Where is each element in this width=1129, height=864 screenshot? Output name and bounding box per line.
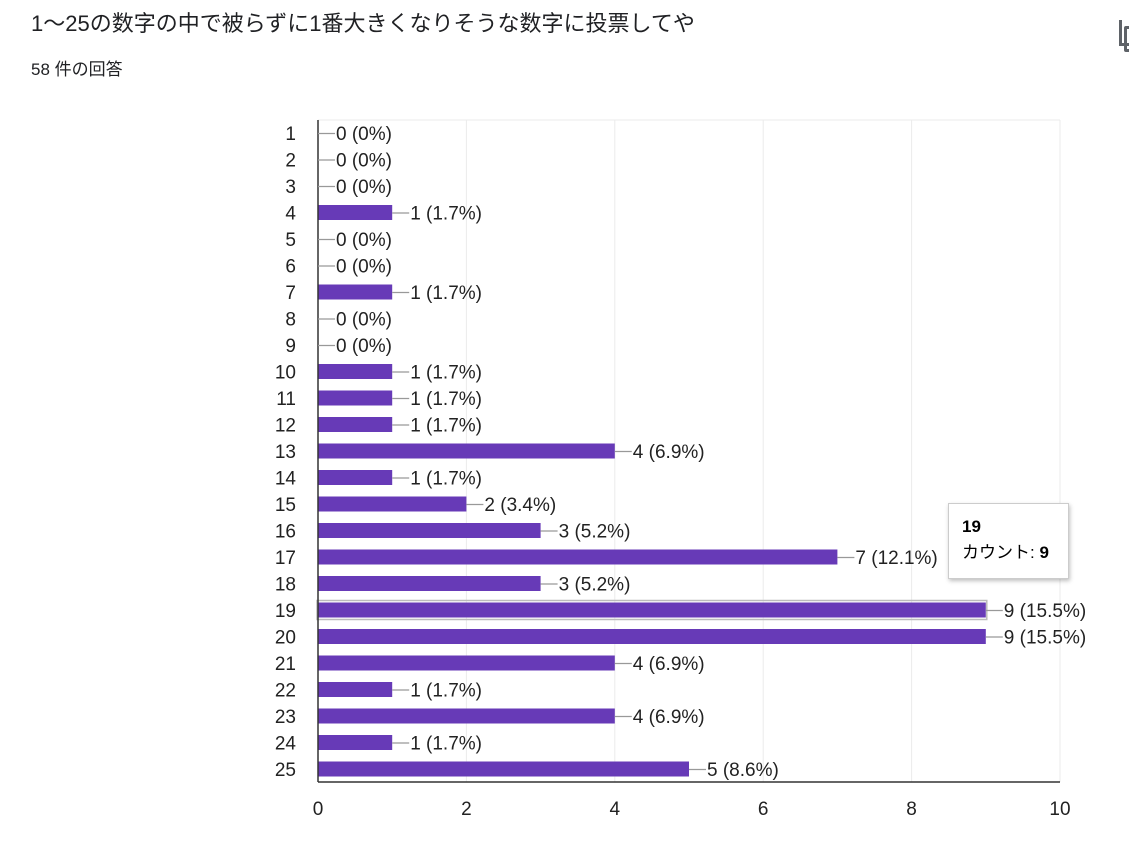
data-label-3: 0 (0%) <box>336 177 392 198</box>
category-label-25: 25 <box>275 760 296 781</box>
data-label-11: 1 (1.7%) <box>410 389 482 410</box>
data-label-16: 3 (5.2%) <box>559 522 631 543</box>
category-label-16: 16 <box>275 522 296 543</box>
bar-23 <box>318 708 615 724</box>
category-label-22: 22 <box>275 681 296 702</box>
category-label-11: 11 <box>276 389 296 410</box>
data-label-25: 5 (8.6%) <box>707 760 779 781</box>
bar-24 <box>318 735 393 750</box>
data-label-18: 3 (5.2%) <box>559 575 631 596</box>
data-label-22: 1 (1.7%) <box>410 681 482 702</box>
chart-axes <box>317 120 1060 783</box>
chart-tooltip: 19 カウント: 9 <box>948 503 1069 579</box>
category-label-1: 1 <box>285 124 296 145</box>
data-label-20: 9 (15.5%) <box>1004 628 1086 649</box>
chart-bars <box>316 205 988 777</box>
bar-16 <box>318 523 541 538</box>
bar-4 <box>318 205 393 220</box>
bar-14 <box>318 470 393 485</box>
category-label-6: 6 <box>285 257 296 278</box>
bar-21 <box>318 655 615 671</box>
category-label-13: 13 <box>275 442 296 463</box>
bar-10 <box>318 364 393 379</box>
tooltip-value: 9 <box>1039 543 1049 562</box>
category-label-14: 14 <box>275 469 297 490</box>
data-label-2: 0 (0%) <box>336 151 392 172</box>
bar-11 <box>318 390 393 406</box>
category-label-4: 4 <box>285 204 296 225</box>
bar-18 <box>318 576 541 591</box>
category-label-5: 5 <box>285 230 296 251</box>
data-label-12: 1 (1.7%) <box>410 416 482 437</box>
category-label-19: 19 <box>275 601 296 622</box>
category-label-23: 23 <box>275 707 296 728</box>
category-label-18: 18 <box>275 575 296 596</box>
data-label-23: 4 (6.9%) <box>633 707 705 728</box>
category-label-17: 17 <box>275 548 296 569</box>
x-tick-label: 0 <box>313 799 324 820</box>
data-label-21: 4 (6.9%) <box>633 654 705 675</box>
data-label-24: 1 (1.7%) <box>410 734 482 755</box>
data-label-8: 0 (0%) <box>336 310 392 331</box>
category-label-24: 24 <box>275 734 297 755</box>
tooltip-label: カウント: <box>962 543 1040 562</box>
x-tick-label: 4 <box>610 799 621 820</box>
data-label-13: 4 (6.9%) <box>633 442 705 463</box>
bar-7 <box>318 284 393 300</box>
bar-22 <box>318 682 393 697</box>
data-label-14: 1 (1.7%) <box>410 469 482 490</box>
response-count: 58 件の回答 <box>31 60 123 79</box>
category-label-9: 9 <box>285 336 296 357</box>
chart-grid <box>318 119 1061 782</box>
data-label-10: 1 (1.7%) <box>410 363 482 384</box>
data-label-19: 9 (15.5%) <box>1004 601 1086 622</box>
data-label-1: 0 (0%) <box>336 124 392 145</box>
x-tick-label: 6 <box>758 799 769 820</box>
bar-20 <box>318 629 986 644</box>
x-tick-label: 2 <box>461 799 472 820</box>
category-label-12: 12 <box>275 416 296 437</box>
bar-25 <box>318 761 689 777</box>
question-title: 1〜25の数字の中で被らずに1番大きくなりそうな数字に投票してや <box>31 11 695 36</box>
data-label-6: 0 (0%) <box>336 257 392 278</box>
tooltip-line: カウント: 9 <box>962 539 1068 567</box>
data-label-7: 1 (1.7%) <box>410 283 482 304</box>
category-label-7: 7 <box>285 283 296 304</box>
bar-15 <box>318 496 467 512</box>
data-label-15: 2 (3.4%) <box>484 495 556 516</box>
bar-12 <box>318 417 393 432</box>
category-label-10: 10 <box>275 363 296 384</box>
category-label-20: 20 <box>275 628 296 649</box>
data-label-5: 0 (0%) <box>336 230 392 251</box>
category-label-2: 2 <box>285 151 296 172</box>
chart-labels: 0 2 4 6 8 100 (0%)10 (0%)20 (0%)31 (1.7%)40 (… <box>275 124 1086 820</box>
bar-19 <box>318 602 986 618</box>
category-label-8: 8 <box>285 310 296 331</box>
bar-17 <box>318 549 838 565</box>
data-label-17: 7 (12.1%) <box>855 548 937 569</box>
data-label-4: 1 (1.7%) <box>410 204 482 225</box>
data-label-9: 0 (0%) <box>336 336 392 357</box>
bar-13 <box>318 443 615 459</box>
x-tick-label: 10 <box>1049 799 1070 820</box>
copy-chart-button[interactable] <box>1116 20 1129 52</box>
category-label-15: 15 <box>275 495 296 516</box>
copy-icon-front <box>1124 26 1129 52</box>
x-tick-label: 8 <box>906 799 917 820</box>
tooltip-title: 19 <box>962 517 981 536</box>
category-label-21: 21 <box>275 654 296 675</box>
category-label-3: 3 <box>285 177 296 198</box>
